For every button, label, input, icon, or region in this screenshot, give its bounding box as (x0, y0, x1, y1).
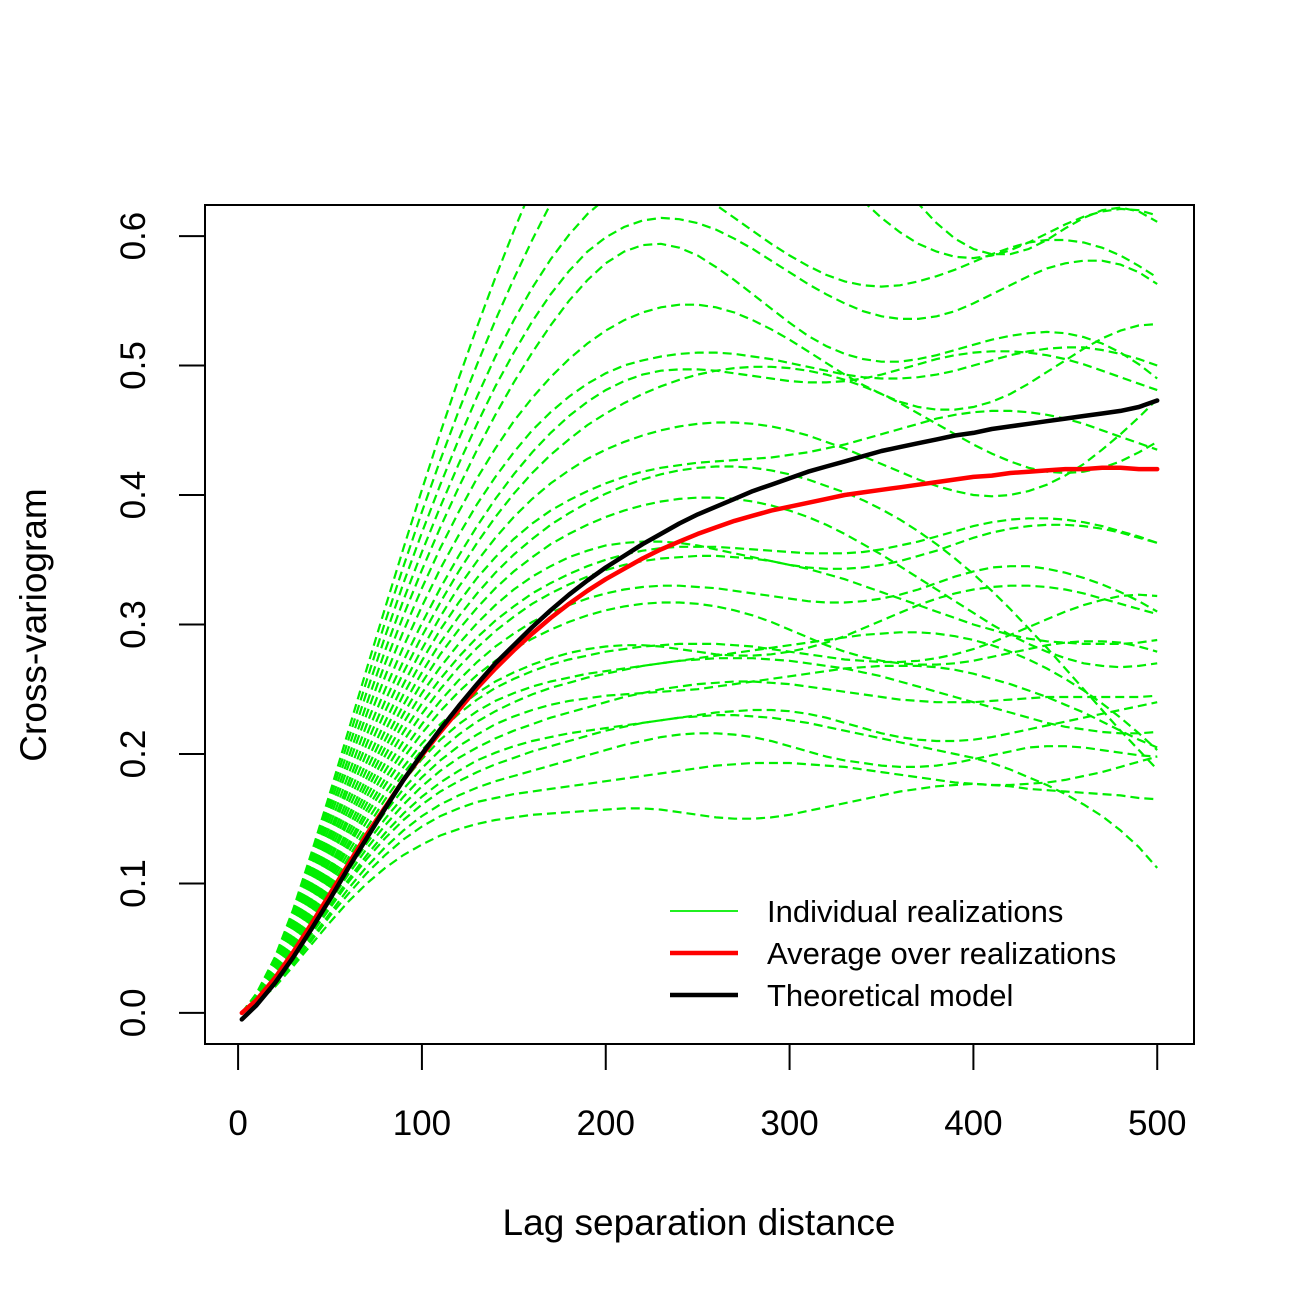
legend: Individual realizations Average over real… (670, 894, 1116, 1013)
x-tick-label: 200 (577, 1104, 635, 1143)
realization-line-26 (240, 216, 1158, 1014)
realization-line-9 (241, 631, 1158, 1014)
realization-line-22 (240, 350, 1158, 1014)
realization-lines (240, 205, 1159, 1014)
x-axis-title: Lag separation distance (503, 1202, 896, 1243)
realization-line-14 (241, 554, 1158, 1014)
y-tick-label: 0.3 (114, 600, 153, 649)
x-axis: 0 100 200 300 400 500 (228, 1043, 1186, 1143)
realization-line-7 (241, 664, 1158, 1014)
y-tick-label: 0.6 (114, 212, 153, 261)
realization-line-28 (240, 205, 1158, 1014)
realization-line-1 (241, 782, 1158, 1014)
realization-line-5 (241, 701, 1158, 1014)
realization-line-21 (240, 365, 1158, 1014)
y-tick-label: 0.4 (114, 471, 153, 520)
y-tick-label: 0.1 (114, 859, 153, 908)
realization-line-25 (240, 242, 1158, 1014)
legend-label: Theoretical model (767, 978, 1013, 1013)
y-axis: 0.0 0.1 0.2 0.3 0.4 0.5 0.6 (114, 212, 206, 1038)
realization-line-11 (241, 584, 1158, 1014)
realization-line-29 (240, 205, 1158, 1014)
realization-line-17 (241, 496, 1158, 1014)
y-tick-label: 0.0 (114, 989, 153, 1038)
realization-line-10 (241, 593, 1158, 1014)
summary-lines (239, 398, 1160, 1022)
realization-line-13 (241, 565, 1158, 1014)
x-tick-label: 300 (760, 1104, 818, 1143)
average-line (239, 465, 1160, 1016)
realization-line-27 (240, 205, 1158, 1014)
x-tick-label: 0 (228, 1104, 247, 1143)
realization-line-12 (241, 601, 1158, 1014)
legend-label: Average over realizations (767, 936, 1116, 971)
realization-line-15 (241, 517, 1158, 1014)
y-tick-label: 0.5 (114, 341, 153, 390)
y-axis-title: Cross-variogram (13, 488, 54, 761)
legend-label: Individual realizations (767, 894, 1063, 929)
realization-line-6 (241, 680, 1158, 1014)
realization-line-16 (241, 523, 1158, 1014)
realization-line-3 (241, 732, 1158, 1014)
theoretical-model-line (239, 398, 1160, 1022)
realization-line-19 (241, 409, 1158, 1014)
x-tick-label: 400 (944, 1104, 1002, 1143)
realization-line-24 (240, 303, 1158, 1014)
realization-line-23 (240, 346, 1158, 1014)
x-tick-label: 100 (393, 1104, 451, 1143)
realization-line-18 (241, 465, 1159, 1014)
realization-line-20 (241, 398, 1158, 1014)
x-tick-label: 500 (1128, 1104, 1186, 1143)
y-tick-label: 0.2 (114, 730, 153, 779)
realization-line-8 (241, 657, 1158, 1014)
